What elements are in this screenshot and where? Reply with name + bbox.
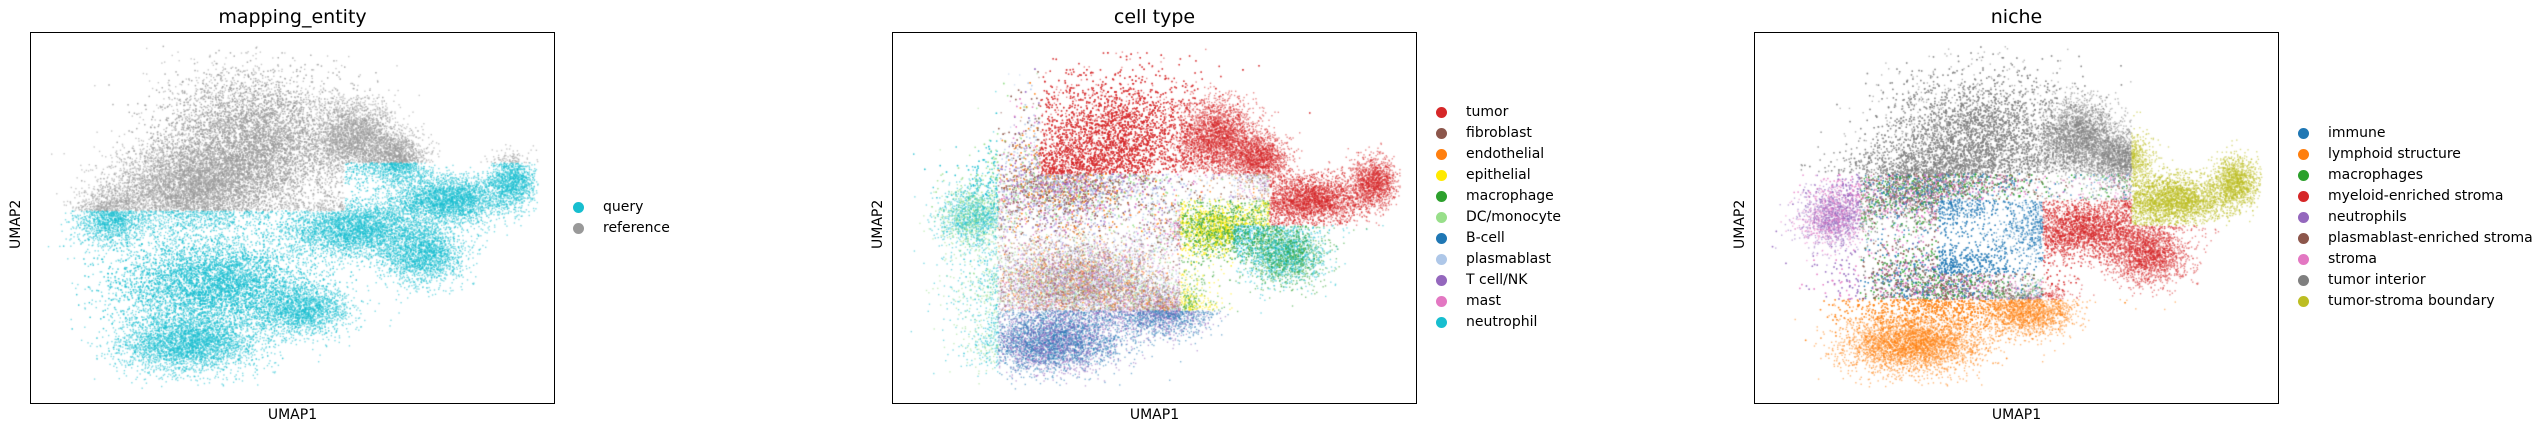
legend-label: fibroblast <box>1466 125 1532 141</box>
legend-marker <box>1436 212 1447 223</box>
legend-marker <box>1436 128 1447 139</box>
chart-title: cell type <box>1113 6 1196 28</box>
y-axis-label: UMAP2 <box>870 199 886 249</box>
legend-marker <box>2298 275 2309 286</box>
x-axis-label: UMAP1 <box>1991 407 2042 423</box>
legend-marker <box>1436 191 1447 202</box>
legend-marker <box>573 202 584 213</box>
umap-scatter <box>1755 33 2277 402</box>
x-axis-label: UMAP1 <box>1129 407 1180 423</box>
legend-label: stroma <box>2328 251 2378 267</box>
legend-marker <box>2298 170 2309 181</box>
legend-marker <box>1436 233 1447 244</box>
x-axis-label: UMAP1 <box>267 407 318 423</box>
legend-label: macrophage <box>1466 188 1554 204</box>
legend-label: immune <box>2328 125 2386 141</box>
legend-label: neutrophil <box>1466 314 1538 330</box>
legend-marker <box>1436 107 1447 118</box>
chart-title: mapping_entity <box>218 6 367 28</box>
y-axis-label: UMAP2 <box>1732 199 1748 249</box>
legend-marker <box>1436 170 1447 181</box>
legend-marker <box>2298 128 2309 139</box>
legend-marker <box>2298 254 2309 265</box>
umap-plot-area <box>30 32 555 404</box>
legend-marker <box>2298 296 2309 307</box>
legend-marker <box>1436 275 1447 286</box>
legend-label: reference <box>603 220 670 236</box>
chart-title: niche <box>1990 6 2043 28</box>
legend-marker <box>2298 149 2309 160</box>
legend-label: tumor-stroma boundary <box>2328 293 2495 309</box>
legend-marker <box>573 223 584 234</box>
legend-label: neutrophils <box>2328 209 2407 225</box>
umap-plot-area <box>1754 32 2279 404</box>
umap-scatter <box>31 33 553 402</box>
legend-marker <box>1436 296 1447 307</box>
legend-marker <box>2298 233 2309 244</box>
legend-label: lymphoid structure <box>2328 146 2461 162</box>
legend-marker <box>2298 212 2309 223</box>
umap-scatter <box>893 33 1415 402</box>
legend-label: plasmablast-enriched stroma <box>2328 230 2533 246</box>
legend-marker <box>1436 317 1447 328</box>
legend-label: plasmablast <box>1466 251 1552 267</box>
y-axis-label: UMAP2 <box>8 199 24 249</box>
legend-label: macrophages <box>2328 167 2424 183</box>
legend-label: DC/monocyte <box>1466 209 1561 225</box>
legend-label: epithelial <box>1466 167 1531 183</box>
legend-label: T cell/NK <box>1466 272 1528 288</box>
legend-marker <box>1436 149 1447 160</box>
legend-label: tumor <box>1466 104 1509 120</box>
legend-label: myeloid-enriched stroma <box>2328 188 2504 204</box>
legend-label: endothelial <box>1466 146 1545 162</box>
legend-label: tumor interior <box>2328 272 2426 288</box>
legend-label: B-cell <box>1466 230 1505 246</box>
legend-marker <box>2298 191 2309 202</box>
legend-label: query <box>603 199 644 215</box>
legend-label: mast <box>1466 293 1501 309</box>
legend-marker <box>1436 254 1447 265</box>
umap-plot-area <box>892 32 1417 404</box>
